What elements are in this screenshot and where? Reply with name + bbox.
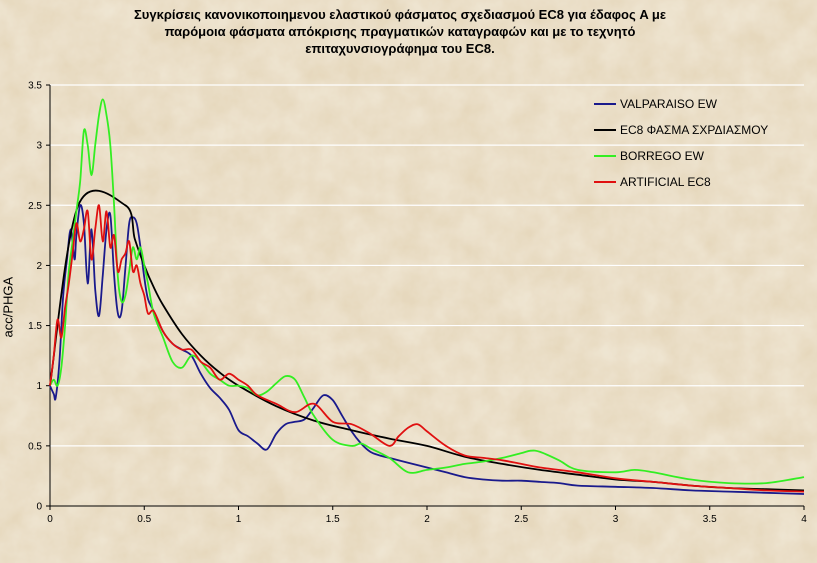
x-tick-labels: 0 0.5 1 1.5 2 2.5 3 3.5 4: [47, 506, 807, 525]
x-tick-label: 2.5: [514, 514, 528, 525]
x-tick-label: 0.5: [137, 514, 151, 525]
x-tick-label: 1: [236, 514, 242, 525]
series-lines: [49, 98, 805, 495]
y-tick-label: 1.5: [28, 321, 42, 332]
series-line-3: [49, 204, 805, 493]
y-tick-label: 3.5: [28, 81, 42, 92]
y-tick-label: 1: [36, 381, 42, 392]
x-tick-label: 2: [424, 514, 430, 525]
x-tick-label: 1.5: [326, 514, 340, 525]
legend-label: ARTIFICIAL EC8: [620, 175, 711, 189]
x-tick-label: 3: [613, 514, 619, 525]
y-tick-label: 3: [36, 141, 42, 152]
x-tick-label: 0: [47, 514, 53, 525]
legend: VALPARAISO EW EC8 ΦΑΣΜΑ ΣΧΡΔΙΑΣΜΟΥ BORREGO…: [594, 97, 768, 189]
x-tick-label: 4: [801, 514, 807, 525]
gridlines: [50, 84, 804, 447]
x-tick-label: 3.5: [703, 514, 717, 525]
series-line-0: [49, 204, 805, 495]
chart-title: Συγκρίσεις κανονικοποιημενου ελαστικού φ…: [133, 7, 667, 56]
legend-label: BORREGO EW: [620, 149, 705, 163]
y-tick-label: 0: [36, 502, 42, 513]
legend-label: VALPARAISO EW: [620, 97, 718, 111]
y-tick-label: 2: [36, 261, 42, 272]
legend-label: EC8 ΦΑΣΜΑ ΣΧΡΔΙΑΣΜΟΥ: [620, 123, 768, 137]
y-tick-label: 2.5: [28, 201, 42, 212]
series-line-2: [49, 98, 805, 485]
y-tick-labels: 0 0.5 1 1.5 2 2.5 3 3.5: [28, 81, 50, 513]
y-tick-label: 0.5: [28, 441, 42, 452]
